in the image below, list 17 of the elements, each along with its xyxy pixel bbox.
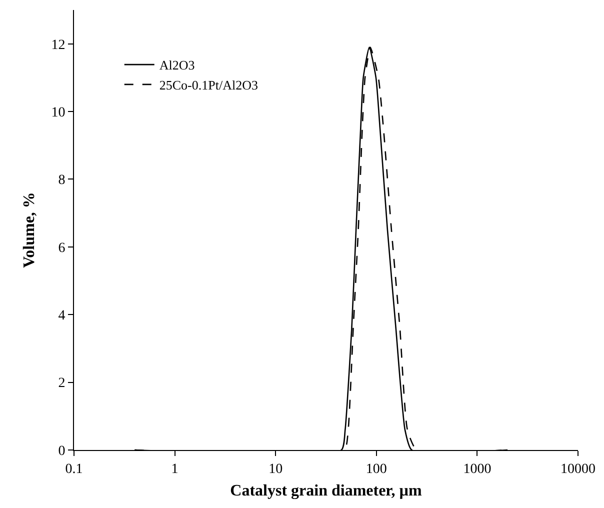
y-tick-label: 2 <box>58 376 66 392</box>
y-tick-label: 4 <box>58 308 66 324</box>
y-tick-label: 6 <box>58 240 66 256</box>
y-tick-label: 0 <box>58 444 66 459</box>
legend-label: 25Co-0.1Pt/Al2O3 <box>159 78 258 93</box>
y-tick-label: 12 <box>51 38 66 53</box>
x-tick-label: 1000 <box>463 462 492 477</box>
x-axis-title: Catalyst grain diameter, µm <box>230 482 423 500</box>
y-tick-label: 8 <box>58 173 66 188</box>
x-tick-label: 10000 <box>560 462 596 477</box>
x-tick-label: 10 <box>268 462 283 477</box>
x-tick-label: 100 <box>366 462 387 477</box>
y-axis-title: Volume, % <box>21 192 38 268</box>
x-tick-label: 1 <box>171 462 178 477</box>
x-tick-label: 0.1 <box>65 462 83 477</box>
y-tick-label: 10 <box>51 105 66 120</box>
legend-label: Al2O3 <box>159 58 195 73</box>
